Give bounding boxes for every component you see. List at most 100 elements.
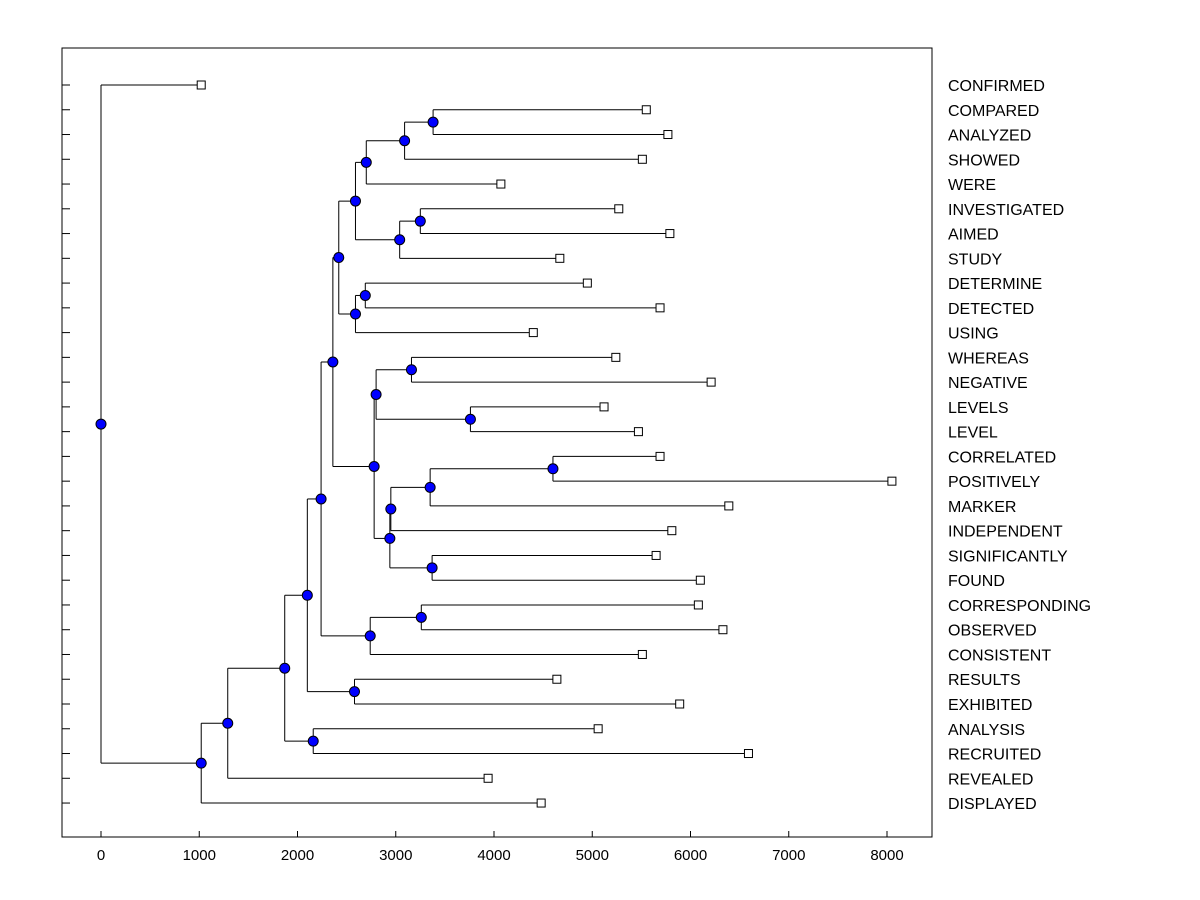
merge-node bbox=[414, 215, 426, 227]
leaf-marker bbox=[536, 798, 546, 808]
left-tick-marks bbox=[62, 84, 70, 804]
leaf-label: SIGNIFICANTLY bbox=[948, 548, 1068, 565]
merge-node bbox=[315, 493, 327, 505]
merge-node bbox=[427, 116, 439, 128]
leaf-label: ANALYZED bbox=[948, 128, 1031, 145]
x-tick-label: 8000 bbox=[870, 847, 903, 864]
merge-node bbox=[405, 364, 417, 376]
leaf-label: CONSISTENT bbox=[948, 647, 1051, 664]
dendrogram-links bbox=[100, 84, 892, 804]
merge-node bbox=[359, 289, 371, 301]
merge-node bbox=[348, 686, 360, 698]
merge-node bbox=[370, 389, 382, 400]
x-tick-label: 3000 bbox=[379, 847, 412, 864]
leaf-label: RESULTS bbox=[948, 672, 1021, 689]
leaf-marker bbox=[196, 80, 206, 90]
leaf-marker bbox=[665, 229, 675, 239]
leaf-label: LEVEL bbox=[948, 425, 998, 442]
merge-node bbox=[360, 156, 372, 168]
leaf-label: STUDY bbox=[948, 251, 1003, 268]
leaf-label: EXHIBITED bbox=[948, 697, 1032, 714]
leaf-marker bbox=[611, 352, 621, 362]
leaf-label: CORRESPONDING bbox=[948, 598, 1091, 615]
leaf-marker bbox=[706, 377, 716, 387]
leaf-marker bbox=[887, 476, 897, 486]
leaf-marker bbox=[724, 501, 734, 511]
merge-node bbox=[301, 589, 313, 601]
leaf-marker bbox=[651, 550, 661, 560]
leaf-label: WHEREAS bbox=[948, 350, 1029, 367]
leaf-marker bbox=[496, 179, 506, 189]
leaf-label: USING bbox=[948, 326, 999, 343]
leaf-label: DETECTED bbox=[948, 301, 1034, 318]
leaf-marker bbox=[633, 427, 643, 437]
x-tick-label: 0 bbox=[97, 847, 105, 864]
leaf-label: OBSERVED bbox=[948, 623, 1037, 640]
leaf-marker bbox=[675, 699, 685, 709]
merge-node bbox=[415, 611, 427, 623]
merge-node bbox=[195, 757, 207, 769]
merge-node bbox=[279, 662, 291, 674]
x-tick-label: 1000 bbox=[183, 847, 216, 864]
x-tick-label: 4000 bbox=[477, 847, 510, 864]
plot-frame bbox=[61, 47, 933, 838]
leaf-markers bbox=[196, 80, 897, 808]
leaf-marker bbox=[695, 575, 705, 585]
leaf-marker bbox=[555, 253, 565, 263]
x-tick-label: 7000 bbox=[772, 847, 805, 864]
merge-node bbox=[95, 418, 107, 430]
leaf-marker bbox=[637, 649, 647, 659]
leaf-marker bbox=[582, 278, 592, 288]
merge-node bbox=[333, 252, 345, 264]
merge-node bbox=[399, 135, 411, 147]
merge-node bbox=[307, 735, 319, 747]
x-tick-label: 2000 bbox=[281, 847, 314, 864]
x-tick-label: 6000 bbox=[674, 847, 707, 864]
merge-node bbox=[426, 562, 438, 574]
leaf-label: REVEALED bbox=[948, 771, 1033, 788]
leaf-marker bbox=[693, 600, 703, 610]
leaf-marker bbox=[667, 526, 677, 536]
leaf-marker bbox=[528, 328, 538, 338]
merge-node bbox=[327, 356, 339, 368]
leaf-label: FOUND bbox=[948, 573, 1005, 590]
leaf-label: LEVELS bbox=[948, 400, 1008, 417]
merge-node bbox=[222, 717, 234, 729]
leaf-label: POSITIVELY bbox=[948, 474, 1041, 491]
merge-node bbox=[368, 460, 380, 472]
leaf-marker bbox=[655, 451, 665, 461]
merge-node bbox=[384, 532, 396, 544]
merge-node bbox=[364, 630, 376, 642]
merge-node bbox=[547, 463, 559, 475]
leaf-label: CONFIRMED bbox=[948, 78, 1045, 95]
x-axis-ticks: 0 1000 2000 3000 4000 5000 6000 7000 8000 bbox=[97, 831, 904, 864]
leaf-marker bbox=[552, 674, 562, 684]
leaf-label: NEGATIVE bbox=[948, 375, 1028, 392]
leaf-label: ANALYSIS bbox=[948, 722, 1025, 739]
merge-node bbox=[349, 195, 361, 207]
leaf-marker bbox=[614, 204, 624, 214]
merge-nodes bbox=[95, 116, 559, 769]
leaf-label: DETERMINE bbox=[948, 276, 1042, 293]
leaf-label: DISPLAYED bbox=[948, 796, 1037, 813]
leaf-marker bbox=[641, 105, 651, 115]
merge-node bbox=[349, 308, 361, 320]
leaf-marker bbox=[599, 402, 609, 412]
leaf-label: RECRUITED bbox=[948, 747, 1041, 764]
leaf-label: INVESTIGATED bbox=[948, 202, 1064, 219]
merge-node bbox=[464, 413, 476, 425]
leaf-marker bbox=[483, 773, 493, 783]
leaf-marker bbox=[663, 130, 673, 140]
merge-node bbox=[394, 234, 406, 246]
merge-node bbox=[385, 503, 397, 515]
x-tick-label: 5000 bbox=[576, 847, 609, 864]
leaf-marker bbox=[637, 154, 647, 164]
leaf-marker bbox=[593, 724, 603, 734]
leaf-marker bbox=[718, 625, 728, 635]
leaf-marker bbox=[655, 303, 665, 313]
leaf-marker bbox=[743, 749, 753, 759]
leaf-label: WERE bbox=[948, 177, 996, 194]
leaf-label: SHOWED bbox=[948, 152, 1020, 169]
leaf-label: COMPARED bbox=[948, 103, 1039, 120]
